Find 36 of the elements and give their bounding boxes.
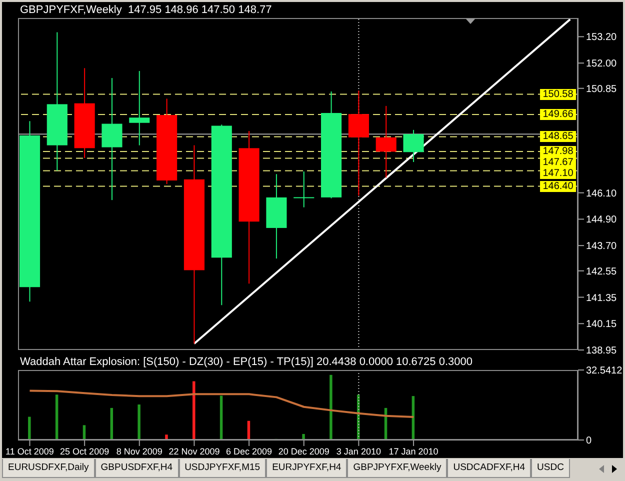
- ref-line-label: 147.67: [540, 156, 576, 168]
- ref-line-label: 148.65: [540, 131, 576, 142]
- y-tick-label: 146.10: [586, 188, 618, 200]
- x-tick-label: 3 Jan 2010: [336, 446, 381, 456]
- y-tick-label: 0: [586, 436, 592, 447]
- x-tick-label: 20 Dec 2009: [278, 446, 330, 456]
- text: USDC: [531, 459, 570, 478]
- y-tick-label: 140.15: [586, 319, 618, 330]
- text: EURUSDFXF,Daily: [2, 459, 95, 478]
- y-tick-label: 142.55: [586, 266, 618, 278]
- text: GBPJPYFXF,Weekly: [347, 459, 448, 478]
- y-tick-label: 32.5412: [586, 366, 623, 377]
- y-tick-label: 153.20: [586, 32, 618, 44]
- chart-title: Waddah Attar Explosion: [S(150) - DZ(30) - EP(15) - TP(15)] 20.4438 0.0000 10.6725 0.3000: [20, 356, 472, 368]
- x-tick-label: 17 Jan 2010: [388, 446, 438, 456]
- ref-line-label: 147.98: [540, 146, 576, 157]
- x-tick-label: 8 Nov 2009: [116, 446, 162, 456]
- text: USDJPYFXF,M15: [178, 459, 266, 478]
- x-tick-label: 11 Oct 2009: [6, 446, 54, 456]
- text: EURJPYFXF,H4: [266, 459, 348, 478]
- y-tick-label: 143.70: [586, 241, 618, 252]
- text: GBPUSDFXF,H4: [94, 459, 179, 478]
- y-tick-label: 152.00: [586, 58, 618, 70]
- chart-title: GBPJPYFXF,Weekly 147.95 148.96 147.50 148.77: [20, 4, 272, 16]
- y-tick-label: 141.35: [586, 292, 618, 304]
- y-tick-label: 144.90: [586, 214, 618, 226]
- ref-line-label: 150.58: [540, 88, 576, 100]
- y-tick-label: 138.95: [586, 346, 618, 357]
- x-tick-label: 25 Oct 2009: [60, 446, 110, 456]
- y-tick-label: 150.85: [586, 84, 618, 95]
- ref-line-label: 149.66: [540, 109, 576, 120]
- ref-line-label: 147.10: [540, 168, 576, 179]
- ref-line-label: 146.40: [540, 180, 576, 192]
- x-tick-label: 6 Dec 2009: [226, 446, 272, 456]
- text: USDCADFXF,H4: [447, 459, 532, 478]
- x-tick-label: 22 Nov 2009: [168, 446, 220, 456]
